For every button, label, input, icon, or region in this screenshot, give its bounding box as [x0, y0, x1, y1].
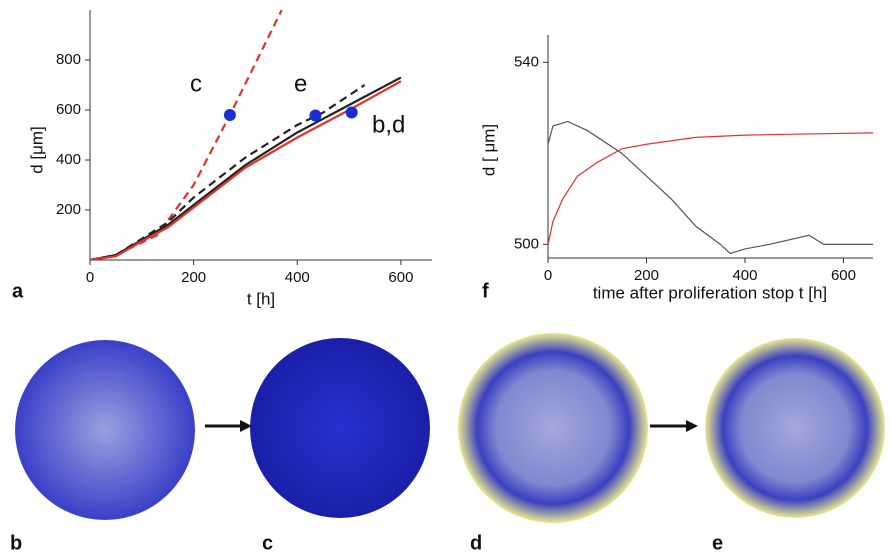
series-line [90, 10, 283, 260]
series-line [90, 84, 366, 260]
series-line [548, 120, 873, 255]
sphere-image [705, 338, 885, 518]
panel-label: a [12, 280, 24, 302]
sphere-image [250, 338, 430, 518]
y-tick-label: 400 [56, 151, 81, 168]
x-tick-label: 0 [544, 267, 552, 284]
x-axis-label: time after proliferation stop t [h] [593, 283, 827, 302]
y-tick-label: 200 [56, 201, 81, 218]
panel-label: e [712, 532, 723, 554]
x-tick-label: 200 [634, 267, 659, 284]
panel-label: d [470, 532, 482, 554]
x-tick-label: 400 [285, 269, 310, 286]
y-tick-label: 800 [56, 51, 81, 68]
annotation: e [294, 70, 307, 97]
panel-label: f [482, 280, 489, 302]
marker [345, 106, 358, 119]
y-axis-label: d [ μm] [479, 124, 498, 176]
annotation: b,d [372, 111, 405, 138]
cell-images: b c d e [10, 333, 885, 554]
y-tick-label: 540 [514, 53, 539, 70]
sphere-image [15, 340, 195, 520]
y-axis-label: d [μm] [27, 126, 46, 174]
series-line [548, 132, 873, 245]
x-tick-label: 600 [388, 269, 413, 286]
y-tick-label: 500 [514, 235, 539, 252]
x-tick-label: 0 [86, 269, 94, 286]
sphere-image [458, 333, 648, 523]
arrow-head [686, 420, 698, 432]
panel-label: b [10, 532, 22, 554]
x-tick-label: 400 [732, 267, 757, 284]
y-tick-label: 600 [56, 101, 81, 118]
series-line [90, 80, 402, 260]
x-tick-label: 600 [831, 267, 856, 284]
marker [309, 109, 322, 122]
annotation: c [190, 70, 202, 97]
marker [223, 109, 236, 121]
x-tick-label: 200 [181, 269, 206, 286]
x-axis-label: t [h] [247, 289, 275, 308]
arrow-head [240, 420, 252, 432]
panel-label: c [262, 532, 273, 554]
